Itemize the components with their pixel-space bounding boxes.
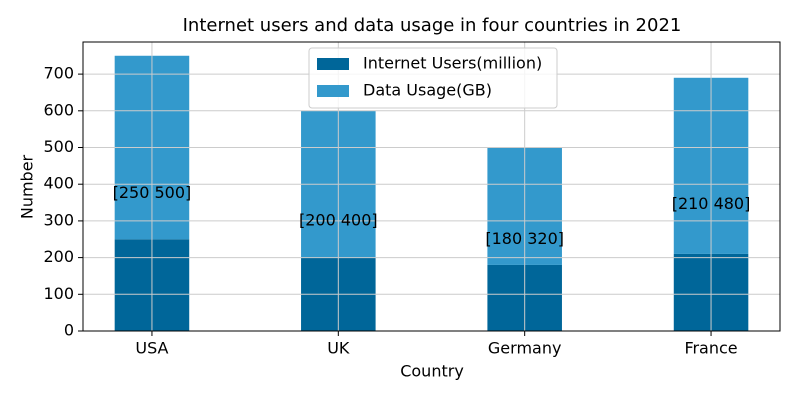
legend-swatch bbox=[317, 85, 349, 97]
annotation: [250 500] bbox=[113, 183, 192, 202]
y-tick-label: 300 bbox=[43, 210, 74, 229]
y-tick-label: 400 bbox=[43, 174, 74, 193]
y-tick-label: 100 bbox=[43, 284, 74, 303]
x-tick-label: USA bbox=[135, 339, 168, 358]
x-tick-label: UK bbox=[327, 339, 350, 358]
chart-title: Internet users and data usage in four co… bbox=[183, 15, 682, 36]
y-tick-label: 0 bbox=[64, 321, 74, 340]
y-axis-label: Number bbox=[18, 154, 37, 219]
y-tick-label: 500 bbox=[43, 137, 74, 156]
plot-frame bbox=[82, 41, 781, 332]
y-tick-label: 600 bbox=[43, 100, 74, 119]
x-tick-label: France bbox=[684, 339, 737, 358]
legend-label: Internet Users(million) bbox=[363, 54, 542, 73]
legend-frame bbox=[308, 47, 558, 109]
y-tick-label: 700 bbox=[43, 64, 74, 83]
legend-label: Data Usage(GB) bbox=[363, 81, 492, 100]
annotation: [180 320] bbox=[485, 229, 564, 248]
y-tick-label: 200 bbox=[43, 247, 74, 266]
annotation: [200 400] bbox=[299, 210, 378, 229]
legend-swatch bbox=[317, 58, 349, 70]
x-axis-label: Country bbox=[400, 362, 464, 381]
x-tick-label: Germany bbox=[488, 339, 562, 358]
annotation: [210 480] bbox=[672, 194, 751, 213]
legend: Internet Users(million) Data Usage(GB) bbox=[308, 47, 558, 109]
